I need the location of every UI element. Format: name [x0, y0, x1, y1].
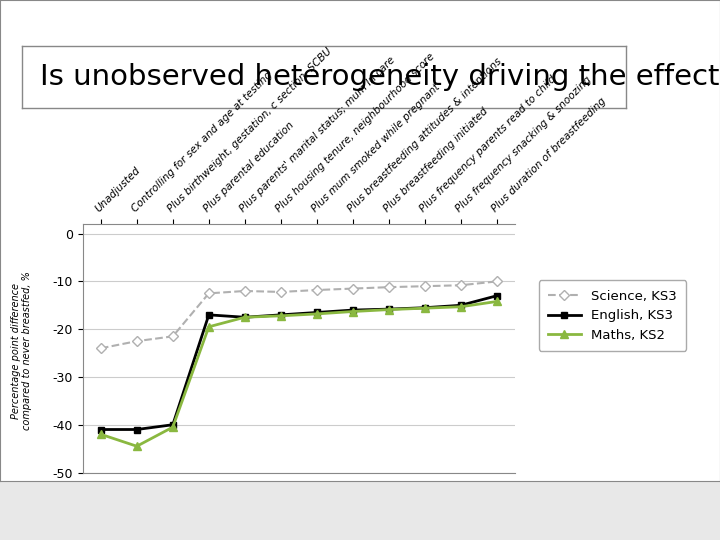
- Maths, KS2: [132, 443, 141, 449]
- Text: Is unobserved heterogeneity driving the effect?: Is unobserved heterogeneity driving the …: [40, 63, 720, 91]
- Maths, KS2: [240, 314, 249, 321]
- Line: English, KS3: English, KS3: [97, 292, 500, 433]
- Maths, KS2: [96, 431, 105, 437]
- Maths, KS2: [492, 298, 501, 305]
- English, KS3: [384, 306, 393, 312]
- Line: Science, KS3: Science, KS3: [97, 278, 500, 352]
- Science, KS3: [96, 345, 105, 352]
- Science, KS3: [132, 338, 141, 345]
- Science, KS3: [276, 289, 285, 295]
- Legend: Science, KS3, English, KS3, Maths, KS2: Science, KS3, English, KS3, Maths, KS2: [539, 280, 686, 351]
- Line: Maths, KS2: Maths, KS2: [96, 298, 501, 450]
- English, KS3: [312, 309, 321, 316]
- Science, KS3: [204, 290, 213, 296]
- Maths, KS2: [276, 313, 285, 319]
- Text: Percentage point difference
compared to never breastfed, %: Percentage point difference compared to …: [11, 272, 32, 430]
- Science, KS3: [240, 288, 249, 294]
- Maths, KS2: [168, 424, 177, 430]
- English, KS3: [240, 314, 249, 321]
- Science, KS3: [456, 282, 465, 288]
- English, KS3: [204, 312, 213, 318]
- Maths, KS2: [420, 305, 429, 312]
- English, KS3: [276, 312, 285, 318]
- Maths, KS2: [204, 323, 213, 330]
- Science, KS3: [168, 333, 177, 340]
- Science, KS3: [492, 278, 501, 285]
- Science, KS3: [384, 284, 393, 291]
- English, KS3: [420, 305, 429, 311]
- Maths, KS2: [456, 303, 465, 310]
- English, KS3: [168, 422, 177, 428]
- English, KS3: [348, 307, 357, 313]
- Maths, KS2: [348, 308, 357, 315]
- English, KS3: [492, 293, 501, 299]
- English, KS3: [456, 302, 465, 308]
- Maths, KS2: [384, 306, 393, 313]
- Science, KS3: [348, 285, 357, 292]
- Science, KS3: [312, 287, 321, 293]
- Maths, KS2: [312, 310, 321, 317]
- English, KS3: [132, 426, 141, 433]
- Science, KS3: [420, 283, 429, 289]
- English, KS3: [96, 426, 105, 433]
